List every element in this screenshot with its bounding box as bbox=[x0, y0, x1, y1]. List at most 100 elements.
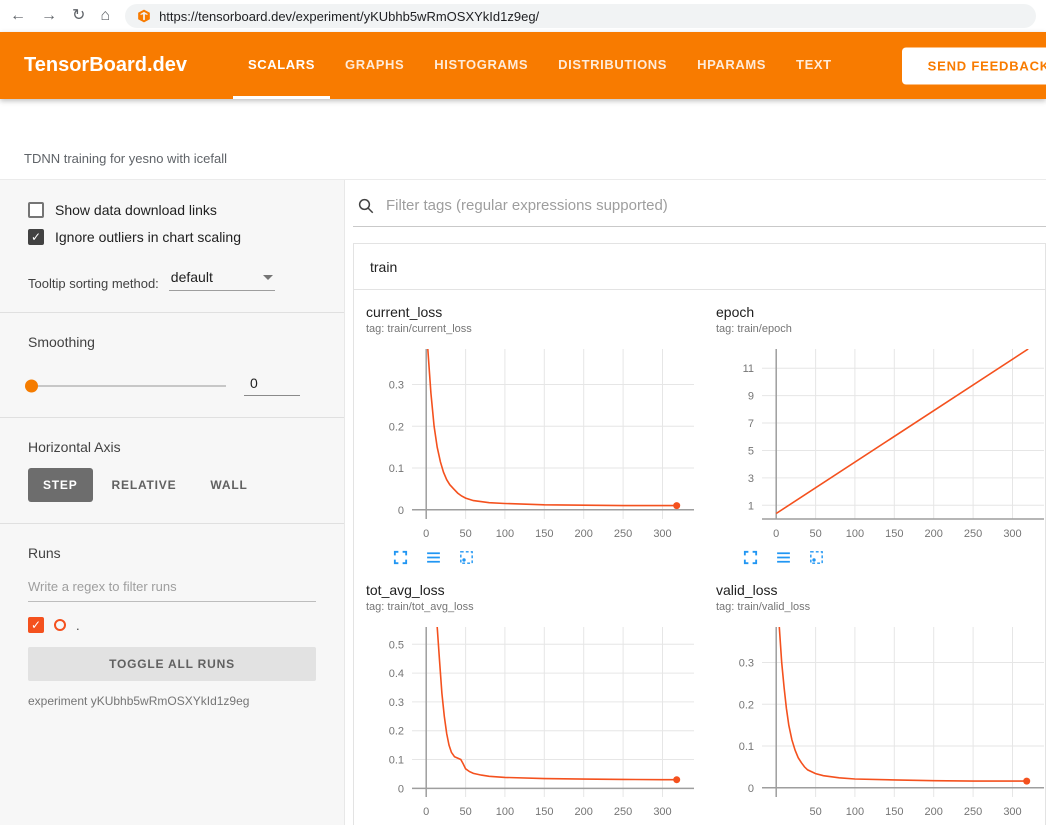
address-bar[interactable]: https://tensorboard.dev/experiment/yKUbh… bbox=[125, 4, 1036, 28]
final-point bbox=[673, 776, 680, 783]
svg-text:50: 50 bbox=[809, 528, 821, 540]
tab-scalars[interactable]: SCALARS bbox=[233, 32, 330, 99]
smoothing-slider-thumb[interactable] bbox=[25, 379, 38, 392]
ignore-outliers-label: Ignore outliers in chart scaling bbox=[55, 229, 241, 245]
chart-card-current_loss: current_losstag: train/current_loss00.10… bbox=[358, 304, 708, 566]
back-icon[interactable]: ← bbox=[10, 8, 26, 24]
tensorboard-header: TensorBoard.dev SCALARSGRAPHSHISTOGRAMSD… bbox=[0, 32, 1046, 99]
smoothing-label: Smoothing bbox=[28, 334, 316, 350]
final-point bbox=[1023, 778, 1030, 785]
search-icon bbox=[357, 197, 375, 215]
train-section-header[interactable]: train bbox=[354, 244, 1045, 290]
svg-text:0: 0 bbox=[748, 783, 754, 795]
show-download-links-checkbox[interactable] bbox=[28, 202, 44, 218]
chart-card-tot_avg_loss: tot_avg_losstag: train/tot_avg_loss00.10… bbox=[358, 582, 708, 825]
svg-text:50: 50 bbox=[459, 806, 471, 818]
ignore-outliers-row[interactable]: ✓ Ignore outliers in chart scaling bbox=[28, 229, 316, 245]
svg-text:0: 0 bbox=[423, 528, 429, 540]
run-name: . bbox=[76, 618, 80, 633]
divider bbox=[0, 417, 344, 418]
chart-lines-icon[interactable] bbox=[425, 549, 442, 566]
haxis-button-relative[interactable]: RELATIVE bbox=[97, 468, 192, 502]
svg-text:11: 11 bbox=[743, 363, 754, 375]
show-download-links-row[interactable]: Show data download links bbox=[28, 202, 316, 218]
chart-title-tot_avg_loss: tot_avg_loss bbox=[366, 582, 700, 598]
runs-label: Runs bbox=[28, 545, 316, 561]
browser-chrome: ← → ↻ ⌂ https://tensorboard.dev/experime… bbox=[0, 0, 1046, 32]
tab-graphs[interactable]: GRAPHS bbox=[330, 32, 419, 99]
svg-text:0.3: 0.3 bbox=[389, 697, 404, 709]
url-text: https://tensorboard.dev/experiment/yKUbh… bbox=[159, 9, 539, 24]
chart-title-valid_loss: valid_loss bbox=[716, 582, 1046, 598]
home-icon[interactable]: ⌂ bbox=[100, 8, 110, 24]
run-color-icon bbox=[54, 619, 66, 631]
tab-distributions[interactable]: DISTRIBUTIONS bbox=[543, 32, 682, 99]
chart-plot-current_loss[interactable]: 00.10.20.3050100150200250300 bbox=[366, 341, 700, 547]
svg-text:9: 9 bbox=[748, 391, 754, 403]
tb-tabs: SCALARSGRAPHSHISTOGRAMSDISTRIBUTIONSHPAR… bbox=[233, 32, 847, 99]
svg-text:300: 300 bbox=[653, 528, 671, 540]
svg-text:150: 150 bbox=[535, 806, 553, 818]
svg-text:0.2: 0.2 bbox=[389, 421, 404, 433]
run-line bbox=[776, 349, 1028, 514]
run-row[interactable]: ✓ . bbox=[28, 617, 316, 633]
expand-chart-icon[interactable] bbox=[392, 549, 409, 566]
svg-text:0.5: 0.5 bbox=[389, 639, 404, 651]
chart-plot-epoch[interactable]: 1357911050100150200250300 bbox=[716, 341, 1046, 547]
svg-text:1: 1 bbox=[748, 500, 754, 512]
chart-tag-tot_avg_loss: tag: train/tot_avg_loss bbox=[366, 601, 700, 613]
reload-icon[interactable]: ↻ bbox=[72, 8, 85, 24]
svg-text:5: 5 bbox=[748, 446, 754, 458]
tooltip-sorting-label: Tooltip sorting method: bbox=[28, 276, 159, 291]
haxis-button-step[interactable]: STEP bbox=[28, 468, 93, 502]
chart-title-current_loss: current_loss bbox=[366, 304, 700, 320]
filter-tags-input[interactable] bbox=[384, 196, 1046, 215]
svg-text:250: 250 bbox=[964, 806, 982, 818]
experiment-title: TDNN training for yesno with icefall bbox=[24, 151, 227, 166]
run-checkbox[interactable]: ✓ bbox=[28, 617, 44, 633]
chart-toolbar-current_loss bbox=[366, 549, 700, 566]
chart-tag-current_loss: tag: train/current_loss bbox=[366, 323, 700, 335]
svg-text:0.3: 0.3 bbox=[739, 658, 754, 670]
smoothing-value[interactable]: 0 bbox=[244, 375, 300, 396]
chart-lines-icon[interactable] bbox=[775, 549, 792, 566]
toggle-all-runs-button[interactable]: TOGGLE ALL RUNS bbox=[28, 647, 316, 681]
svg-text:7: 7 bbox=[748, 418, 754, 430]
smoothing-slider[interactable] bbox=[28, 385, 226, 387]
forward-icon[interactable]: → bbox=[41, 8, 57, 24]
svg-text:0.2: 0.2 bbox=[389, 726, 404, 738]
svg-text:50: 50 bbox=[809, 806, 821, 818]
filter-tags-row bbox=[353, 190, 1046, 227]
svg-text:0.2: 0.2 bbox=[739, 699, 754, 711]
chart-plot-tot_avg_loss[interactable]: 00.10.20.30.40.5050100150200250300 bbox=[366, 619, 700, 825]
svg-text:150: 150 bbox=[535, 528, 553, 540]
svg-text:250: 250 bbox=[964, 528, 982, 540]
runs-filter-input[interactable] bbox=[28, 571, 316, 602]
haxis-buttons: STEPRELATIVEWALL bbox=[28, 468, 316, 502]
svg-text:0: 0 bbox=[773, 528, 779, 540]
tab-hparams[interactable]: HPARAMS bbox=[682, 32, 781, 99]
chart-card-epoch: epochtag: train/epoch1357911050100150200… bbox=[708, 304, 1046, 566]
svg-text:0: 0 bbox=[398, 505, 404, 517]
svg-text:150: 150 bbox=[885, 528, 903, 540]
run-line bbox=[437, 627, 677, 780]
send-feedback-button[interactable]: SEND FEEDBACK bbox=[902, 47, 1046, 84]
svg-text:200: 200 bbox=[925, 806, 943, 818]
ignore-outliers-checkbox[interactable]: ✓ bbox=[28, 229, 44, 245]
expand-chart-icon[interactable] bbox=[742, 549, 759, 566]
fit-domain-icon[interactable] bbox=[458, 549, 475, 566]
svg-text:200: 200 bbox=[575, 806, 593, 818]
tab-histograms[interactable]: HISTOGRAMS bbox=[419, 32, 543, 99]
haxis-button-wall[interactable]: WALL bbox=[195, 468, 262, 502]
svg-text:3: 3 bbox=[748, 473, 754, 485]
tooltip-sorting-dropdown[interactable]: default bbox=[169, 269, 275, 291]
app-title: TensorBoard.dev bbox=[24, 54, 187, 77]
fit-domain-icon[interactable] bbox=[808, 549, 825, 566]
svg-text:100: 100 bbox=[846, 528, 864, 540]
svg-text:300: 300 bbox=[1003, 806, 1021, 818]
tensorboard-favicon bbox=[137, 9, 151, 23]
experiment-title-bar: TDNN training for yesno with icefall bbox=[0, 99, 1046, 180]
tab-text[interactable]: TEXT bbox=[781, 32, 847, 99]
chart-plot-valid_loss[interactable]: 00.10.20.350100150200250300 bbox=[716, 619, 1046, 825]
scalars-main: train current_loss tag: train/current_los… bbox=[345, 180, 1046, 825]
